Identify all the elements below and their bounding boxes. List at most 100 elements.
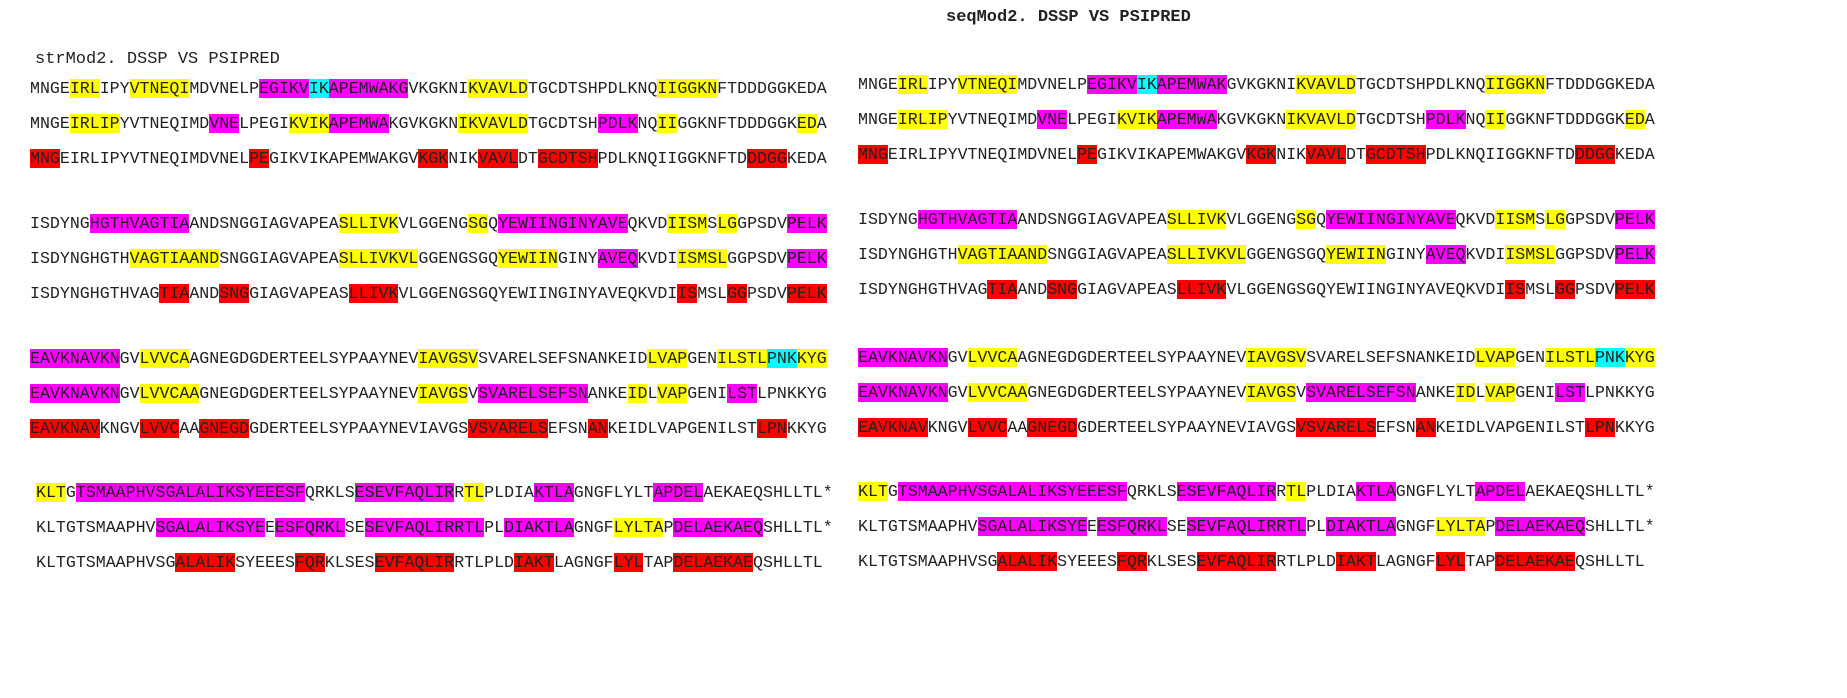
plain-segment: GV: [119, 349, 140, 368]
plain-segment: GNEGDGDERTEELSYPAAYNEV: [1027, 383, 1247, 402]
plain-segment: P: [1485, 517, 1496, 536]
plain-segment: LAGNGF: [553, 553, 614, 572]
highlighted-segment: ISMSL: [677, 249, 728, 268]
plain-segment: GINY: [1385, 245, 1426, 264]
highlighted-segment: IRLIP: [897, 110, 948, 129]
plain-segment: QSHLLTL: [753, 553, 823, 572]
plain-segment: SNGGIAGVAPEA: [219, 249, 339, 268]
plain-segment: SVARELSEFSNANKEID: [1306, 348, 1476, 367]
plain-segment: TAP: [1465, 552, 1496, 571]
plain-segment: KLTGTSMAAPHVSG: [36, 553, 176, 572]
highlighted-segment: VAVL: [478, 149, 518, 168]
plain-segment: VLGGENG: [1226, 210, 1297, 229]
plain-segment: DT: [517, 149, 538, 168]
plain-segment: KEIDLVAPGENILST: [1435, 418, 1586, 437]
plain-segment: TAP: [643, 553, 674, 572]
highlighted-segment: PDLK: [597, 114, 638, 133]
highlighted-segment: IIGGKN: [1485, 75, 1546, 94]
highlighted-segment: VSVARELS: [1296, 418, 1376, 437]
highlighted-segment: TL: [1286, 482, 1307, 501]
sequence-line: MNGEIRLIPYVTNEQIMDVNELPEGIKVIKAPEMWAKGVK…: [858, 109, 1655, 131]
sequence-line: ISDYNGHGTHVAGTIAANDSNGGIAGVAPEASLLIVKVLG…: [858, 279, 1655, 301]
highlighted-segment: ESFQRKL: [275, 518, 345, 537]
plain-segment: LAGNGF: [1375, 552, 1436, 571]
plain-segment: SHLLTL*: [763, 518, 833, 537]
plain-segment: R: [454, 483, 465, 502]
plain-segment: QRKLS: [304, 483, 355, 502]
sequence-line: EAVKNAVKNGVLVVCAAGNEGDGDERTEELSYPAAYNEVI…: [30, 383, 827, 405]
highlighted-segment: PNK: [1594, 348, 1625, 367]
highlighted-segment: SVARELSEFSN: [478, 384, 588, 403]
plain-segment: GENI: [1515, 383, 1556, 402]
plain-segment: AGNEGDGDERTEELSYPAAYNEV: [1017, 348, 1247, 367]
plain-segment: VKGKNI: [408, 79, 469, 98]
highlighted-segment: PELK: [1614, 245, 1655, 264]
sequence-line: MNGEIRLIPYVTNEQIMDVNELPEGIKVIKAPEMWAKGVK…: [858, 144, 1655, 166]
highlighted-segment: KYG: [1624, 348, 1655, 367]
plain-segment: GIKVIKAPEMWAKGV: [1097, 145, 1247, 164]
highlighted-segment: ALALIK: [997, 552, 1058, 571]
plain-segment: EFSN: [1375, 418, 1416, 437]
highlighted-segment: PDLK: [1425, 110, 1466, 129]
highlighted-segment: IKVAVLD: [1286, 110, 1356, 129]
sequence-line: KLTGTSMAAPHVSGALALIKSYEEESFQRKLSESEVFAQL…: [858, 481, 1655, 503]
plain-segment: IPY: [99, 79, 130, 98]
plain-segment: MNGE: [858, 110, 898, 129]
highlighted-segment: YEWIINGINYAVE: [498, 214, 628, 233]
highlighted-segment: SG: [468, 214, 489, 233]
plain-segment: DT: [1345, 145, 1366, 164]
plain-segment: KEIDLVAPGENILST: [607, 419, 758, 438]
plain-segment: GIAGVAPEAS: [249, 284, 349, 303]
highlighted-segment: SLLIVKVL: [1166, 245, 1247, 264]
plain-segment: G: [887, 482, 898, 501]
plain-segment: TGCDTSH: [527, 114, 598, 133]
highlighted-segment: DIAKTLA: [504, 518, 574, 537]
plain-segment: PL: [1306, 517, 1327, 536]
plain-segment: MNGE: [30, 79, 70, 98]
plain-segment: IPY: [927, 75, 958, 94]
plain-segment: ISDYNGHGTHVAG: [858, 280, 988, 299]
plain-segment: KLSES: [1146, 552, 1197, 571]
plain-segment: TGCDTSH: [1355, 110, 1426, 129]
plain-segment: AA: [179, 419, 200, 438]
highlighted-segment: ESEVFAQLIR: [1176, 482, 1277, 501]
plain-segment: AEKAEQSHLLTL*: [1525, 482, 1655, 501]
highlighted-segment: KTLA: [1355, 482, 1396, 501]
plain-segment: PSDV: [1575, 280, 1615, 299]
plain-segment: MNGE: [30, 114, 70, 133]
highlighted-segment: EVFAQLIR: [374, 553, 455, 572]
highlighted-segment: LST: [727, 384, 758, 403]
highlighted-segment: IS: [677, 284, 698, 303]
plain-segment: GIAGVAPEAS: [1077, 280, 1177, 299]
plain-segment: GGENGSGQ: [1246, 245, 1327, 264]
highlighted-segment: KLT: [858, 482, 888, 501]
highlighted-segment: ISMSL: [1505, 245, 1556, 264]
sequence-line: ISDYNGHGTHVAGTIAANDSNGGIAGVAPEASLLIVKVLG…: [858, 244, 1655, 266]
plain-segment: A: [816, 114, 827, 133]
highlighted-segment: PELK: [786, 284, 827, 303]
highlighted-segment: DIAKTLA: [1326, 517, 1396, 536]
highlighted-segment: SLLIVK: [1166, 210, 1227, 229]
plain-segment: TGCDTSHPDLKNQ: [527, 79, 658, 98]
plain-segment: GPSDV: [1565, 210, 1615, 229]
highlighted-segment: LLIVK: [1176, 280, 1227, 299]
plain-segment: GV: [947, 348, 968, 367]
highlighted-segment: KVIK: [1116, 110, 1157, 129]
plain-segment: AND: [189, 284, 220, 303]
highlighted-segment: IRLIP: [69, 114, 120, 133]
highlighted-segment: SGALALIKSYE: [977, 517, 1088, 536]
plain-segment: RTLPLD: [1276, 552, 1337, 571]
plain-segment: GDERTEELSYPAAYNEVIAVGS: [1077, 418, 1297, 437]
sequence-line: ISDYNGHGTHVAGTIAANDSNGGIAGVAPEASLLIVKVLG…: [858, 209, 1655, 231]
highlighted-segment: PELK: [786, 249, 827, 268]
plain-segment: Q: [488, 214, 499, 233]
plain-segment: EIRLIPYVTNEQIMDVNEL: [887, 145, 1078, 164]
sequence-line: MNGEIRLIPYVTNEQIMDVNELPEGIKVIKAPEMWAKGVK…: [858, 74, 1655, 96]
highlighted-segment: KYG: [796, 349, 827, 368]
plain-segment: YVTNEQIMD: [119, 114, 210, 133]
plain-segment: EFSN: [547, 419, 588, 438]
highlighted-segment: HGTHVAGTIA: [89, 214, 190, 233]
plain-segment: KEDA: [1614, 145, 1655, 164]
highlighted-segment: LVVCA: [967, 348, 1018, 367]
highlighted-segment: LPN: [757, 419, 787, 438]
